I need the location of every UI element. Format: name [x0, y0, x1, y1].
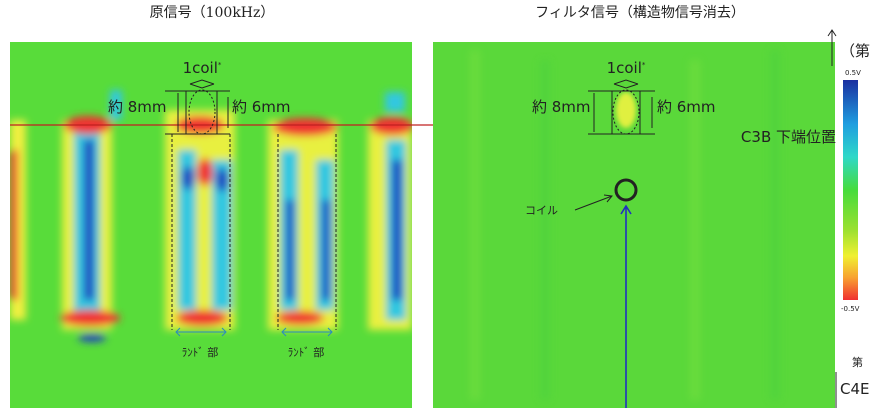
coil-label: 1coil* — [607, 59, 646, 77]
colorbar — [843, 80, 858, 300]
width-label: 約 8mm — [532, 98, 591, 116]
width-label: 約 6mm — [232, 98, 291, 116]
land-label: ﾗﾝﾄﾞ 部 — [288, 346, 325, 359]
land-label: ﾗﾝﾄﾞ 部 — [182, 346, 219, 359]
coil-label-text: 1coil — [183, 59, 218, 77]
side-note: C4E — [840, 380, 870, 398]
coil-mark: * — [642, 61, 646, 69]
width-label: 約 6mm — [657, 98, 716, 116]
coil-pointer-label: コイル — [525, 204, 558, 217]
colorbar-max: 0.5V — [845, 69, 861, 77]
left-title: 原信号（100kHz） — [150, 5, 275, 21]
colorbar-min: -0.5V — [841, 305, 860, 313]
figure: 原信号（100kHz） フィルタ信号（構造物信号消去） — [0, 0, 870, 408]
position-label: C3B 下端位置 — [741, 128, 836, 146]
side-note: （第1 — [840, 42, 870, 60]
side-note: 第 — [852, 355, 863, 369]
filtered-heatmap — [433, 42, 835, 408]
coil-label-text: 1coil — [607, 59, 642, 77]
right-title: フィルタ信号（構造物信号消去） — [535, 5, 745, 21]
width-label: 約 8mm — [108, 98, 167, 116]
coil-mark: * — [218, 61, 222, 69]
coil-label: 1coil* — [183, 59, 222, 77]
